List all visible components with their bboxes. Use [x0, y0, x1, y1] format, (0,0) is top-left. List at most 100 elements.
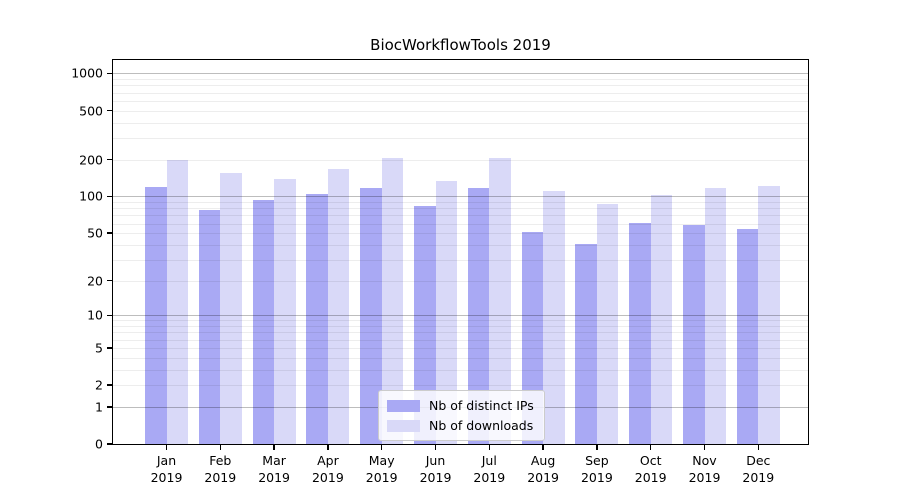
x-tick-label: Dec 2019	[742, 453, 775, 485]
legend-swatch-distinct-ips	[387, 399, 420, 412]
x-tick-label: May 2019	[365, 453, 398, 485]
y-tick	[107, 314, 112, 317]
bar-sep-ips	[575, 243, 597, 444]
bar-dec-downloads	[758, 185, 780, 444]
y-tick-label: 0	[95, 436, 103, 452]
x-tick-label: Mar 2019	[258, 453, 290, 485]
y-tick	[107, 384, 112, 386]
y-tick	[107, 406, 112, 408]
y-tick-label: 10	[87, 307, 103, 323]
x-tick-label: Oct 2019	[634, 453, 667, 485]
y-tick	[107, 195, 112, 198]
bar-apr-downloads	[327, 169, 350, 444]
bar-mar-downloads	[274, 179, 296, 444]
y-tick	[107, 109, 112, 112]
y-tick-label: 2	[95, 377, 103, 393]
minor-gridline	[113, 122, 808, 124]
minor-gridline	[113, 339, 808, 341]
minor-gridline	[113, 223, 808, 225]
y-tick	[107, 72, 112, 75]
legend-label-downloads: Nb of downloads	[429, 418, 534, 433]
minor-gridline	[113, 332, 808, 334]
minor-gridline	[113, 233, 808, 235]
minor-gridline	[113, 369, 808, 371]
legend: Nb of distinct IPs Nb of downloads	[378, 390, 545, 441]
bar-apr-ips	[306, 193, 328, 444]
bar-feb-ips	[198, 209, 221, 444]
x-tick	[327, 445, 329, 450]
bar-sep-downloads	[596, 204, 619, 444]
x-tick	[650, 445, 652, 450]
x-tick	[273, 445, 275, 450]
x-tick-label: Jul 2019	[473, 453, 506, 485]
major-gridline	[113, 73, 808, 75]
bar-jan-ips	[145, 187, 167, 444]
bar-nov-ips	[683, 225, 705, 444]
y-tick	[107, 347, 112, 349]
y-tick-label: 50	[87, 225, 103, 241]
bar-jun-downloads	[435, 180, 457, 444]
minor-gridline	[113, 215, 808, 217]
bar-mar-ips	[252, 199, 275, 444]
minor-gridline	[113, 280, 808, 282]
major-gridline	[113, 315, 808, 317]
bar-aug-downloads	[543, 190, 565, 444]
legend-item-downloads: Nb of downloads	[387, 418, 534, 433]
x-tick	[434, 445, 437, 450]
x-tick	[381, 445, 383, 450]
minor-gridline	[113, 259, 808, 261]
legend-swatch-downloads	[387, 419, 420, 432]
legend-label-distinct-ips: Nb of distinct IPs	[429, 398, 534, 413]
minor-gridline	[113, 244, 808, 246]
x-tick	[165, 445, 168, 450]
bar-oct-downloads	[650, 194, 673, 444]
y-tick-label: 500	[79, 103, 103, 119]
x-tick	[757, 445, 759, 450]
minor-gridline	[113, 202, 808, 204]
x-tick-label: Nov 2019	[688, 453, 721, 485]
y-tick	[107, 280, 112, 282]
x-tick	[703, 445, 706, 450]
x-tick	[542, 445, 544, 450]
y-tick-label: 5	[95, 340, 103, 356]
y-tick	[107, 232, 112, 234]
x-tick-label: Sep 2019	[580, 453, 613, 485]
y-tick-label: 20	[87, 273, 103, 289]
chart-title: BiocWorkflowTools 2019	[370, 36, 551, 54]
minor-gridline	[113, 357, 808, 359]
minor-gridline	[113, 208, 808, 210]
bar-may-ips	[360, 188, 382, 444]
y-tick	[107, 443, 112, 445]
bar-may-downloads	[381, 158, 404, 444]
bar-jan-downloads	[166, 160, 188, 444]
minor-gridline	[113, 347, 808, 349]
bar-jul-ips	[467, 187, 490, 444]
bar-feb-downloads	[220, 173, 242, 444]
minor-gridline	[113, 92, 808, 94]
y-tick-label: 1	[95, 399, 103, 415]
minor-gridline	[113, 85, 808, 87]
x-tick-label: Feb 2019	[204, 453, 237, 485]
x-tick	[219, 445, 221, 450]
x-tick-label: Jan 2019	[150, 453, 183, 485]
minor-gridline	[113, 79, 808, 81]
bar-oct-ips	[629, 222, 651, 444]
bar-dec-ips	[736, 229, 759, 444]
x-tick	[488, 445, 490, 450]
x-tick-label: Jun 2019	[419, 453, 452, 485]
bar-jul-downloads	[489, 158, 511, 444]
y-tick-label: 100	[79, 188, 103, 204]
y-tick-label: 1000	[71, 65, 103, 81]
x-tick-label: Aug 2019	[527, 453, 559, 485]
minor-gridline	[113, 159, 808, 161]
minor-gridline	[113, 326, 808, 328]
minor-gridline	[113, 100, 808, 102]
bar-jun-ips	[414, 205, 436, 444]
bar-nov-downloads	[704, 187, 726, 444]
minor-gridline	[113, 320, 808, 322]
y-tick-label: 200	[79, 152, 103, 168]
x-tick	[596, 445, 598, 450]
y-tick	[107, 158, 112, 161]
legend-item-distinct-ips: Nb of distinct IPs	[387, 398, 534, 413]
